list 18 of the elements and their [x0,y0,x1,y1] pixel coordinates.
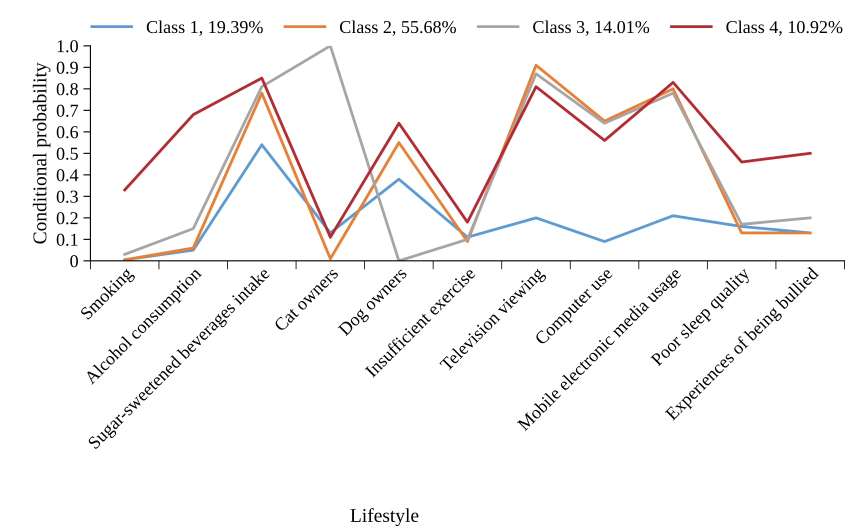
y-tick-label: 0.6 [56,126,78,138]
y-tick-label: 0.2 [56,212,78,224]
y-tick-label: 0.9 [56,62,78,74]
y-tick-label: 0 [70,255,78,268]
y-tick-label: 0.3 [56,190,78,203]
y-tick-label: 1.0 [58,40,78,52]
y-tick-label: 0.7 [56,104,78,117]
legend-label: Class 1, 19.39% [146,20,263,36]
y-tick-label: 0.1 [56,234,78,246]
legend-label: Class 4, 10.92% [726,20,842,36]
y-tick-label: 0.5 [56,148,78,160]
y-tick-label: 0.4 [56,169,78,182]
legend-label: Class 3, 14.01% [533,20,650,36]
x-axis-title: Lifestyle [350,508,418,526]
y-axis-title: Conditional probability [32,62,50,244]
line-series [123,76,812,239]
legend-label: Class 2, 55.68% [340,20,456,36]
y-tick-label: 0.8 [56,83,78,96]
